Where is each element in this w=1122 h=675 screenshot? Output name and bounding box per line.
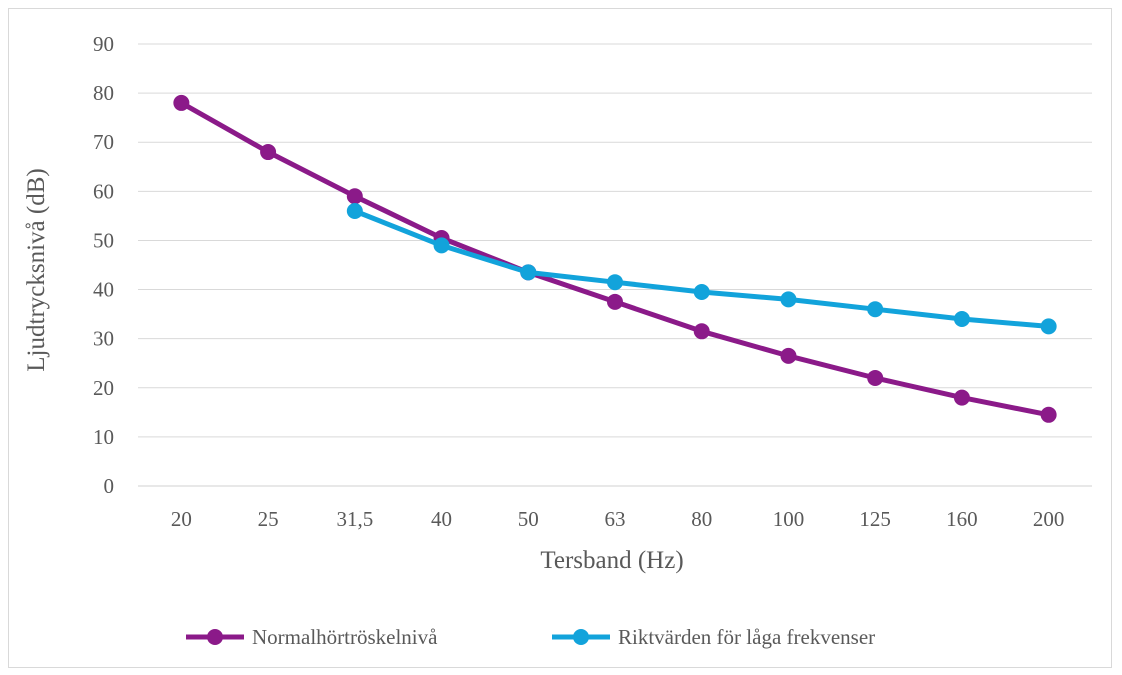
data-point [693, 323, 710, 340]
y-tick-label: 40 [93, 278, 114, 302]
data-point [780, 347, 797, 364]
x-tick-label: 80 [691, 507, 712, 531]
y-axis-title: Ljudtrycksnivå (dB) [23, 168, 50, 371]
data-point [433, 237, 450, 254]
x-tick-label: 31,5 [336, 507, 373, 531]
x-tick-labels: 20 25 31,5 40 50 63 80 100 125 160 200 [171, 507, 1065, 531]
data-point [260, 144, 277, 161]
x-tick-label: 20 [171, 507, 192, 531]
legend-marker [573, 629, 589, 645]
data-point [780, 291, 797, 308]
gridlines [138, 43, 1092, 487]
x-tick-label: 100 [773, 507, 805, 531]
legend-marker [207, 629, 223, 645]
legend-item: Riktvärden för låga frekvenser [552, 625, 875, 649]
x-tick-label: 63 [605, 507, 626, 531]
series-group [173, 94, 1057, 423]
data-point [1040, 318, 1057, 335]
data-point [173, 94, 190, 111]
y-tick-label: 60 [93, 179, 114, 203]
data-point [607, 293, 623, 310]
data-point [607, 274, 623, 291]
data-point [346, 188, 363, 205]
series-line [352, 208, 1052, 329]
series-line [178, 100, 1052, 418]
data-point [867, 301, 884, 318]
legend: Normalhörtröskelnivå Riktvärden för låga … [186, 625, 875, 649]
x-tick-label: 25 [258, 507, 279, 531]
y-tick-label: 0 [104, 474, 115, 498]
data-point [953, 389, 970, 406]
legend-item: Normalhörtröskelnivå [186, 625, 438, 649]
y-tick-label: 20 [93, 376, 114, 400]
y-tick-label: 30 [93, 327, 114, 351]
data-point [346, 202, 363, 219]
x-tick-label: 125 [859, 507, 891, 531]
data-point [693, 284, 710, 301]
y-tick-label: 10 [93, 425, 114, 449]
series-1 [173, 94, 1057, 423]
x-tick-label: 160 [946, 507, 978, 531]
series-2 [346, 202, 1057, 335]
x-tick-label: 40 [431, 507, 452, 531]
y-tick-label: 80 [93, 81, 114, 105]
y-tick-label: 50 [93, 228, 114, 252]
data-point [953, 311, 970, 328]
legend-label: Normalhörtröskelnivå [252, 625, 438, 649]
data-point [520, 264, 537, 281]
y-tick-label: 70 [93, 130, 114, 154]
x-tick-label: 50 [518, 507, 539, 531]
data-point [867, 369, 884, 386]
y-tick-label: 90 [93, 32, 114, 56]
x-axis-title: Tersband (Hz) [540, 547, 683, 574]
legend-label: Riktvärden för låga frekvenser [618, 625, 875, 649]
chart-frame [8, 8, 1112, 668]
data-point [1040, 406, 1057, 423]
y-tick-labels: 0 10 20 30 40 50 60 70 80 90 [93, 32, 114, 498]
x-tick-label: 200 [1033, 507, 1065, 531]
